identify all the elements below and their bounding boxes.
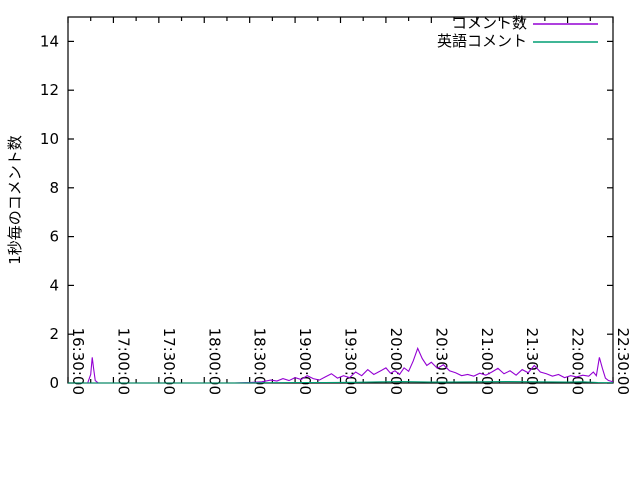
legend-label-1: 英語コメント <box>437 32 527 50</box>
x-tick-label-4: 18:30:00 <box>251 328 269 395</box>
y-tick-label-2: 4 <box>49 276 59 294</box>
y-tick-label-1: 2 <box>49 325 59 343</box>
y-tick-label-4: 8 <box>49 179 59 197</box>
x-tick-label-11: 22:00:00 <box>569 328 587 395</box>
x-tick-label-0: 16:30:00 <box>69 328 87 395</box>
x-tick-label-7: 20:00:00 <box>387 328 405 395</box>
y-tick-label-7: 14 <box>40 32 59 50</box>
x-tick-label-12: 22:30:00 <box>614 328 632 395</box>
x-tick-label-5: 19:00:00 <box>296 328 314 395</box>
x-tick-label-6: 19:30:00 <box>342 328 360 395</box>
y-tick-label-3: 6 <box>49 228 59 246</box>
y-axis-label: 1秒毎のコメント数 <box>6 135 24 265</box>
x-tick-label-9: 21:00:00 <box>478 328 496 395</box>
x-tick-label-8: 20:30:00 <box>432 328 450 395</box>
series-line-english-comments <box>68 380 614 384</box>
x-tick-label-2: 17:30:00 <box>160 328 178 395</box>
y-tick-label-5: 10 <box>40 130 59 148</box>
x-tick-label-1: 17:00:00 <box>114 328 132 395</box>
y-tick-label-6: 12 <box>40 81 59 99</box>
y-tick-label-0: 0 <box>49 374 59 392</box>
legend-label-0: コメント数 <box>452 14 527 32</box>
x-tick-label-3: 18:00:00 <box>205 328 223 395</box>
x-tick-label-10: 21:30:00 <box>523 328 541 395</box>
